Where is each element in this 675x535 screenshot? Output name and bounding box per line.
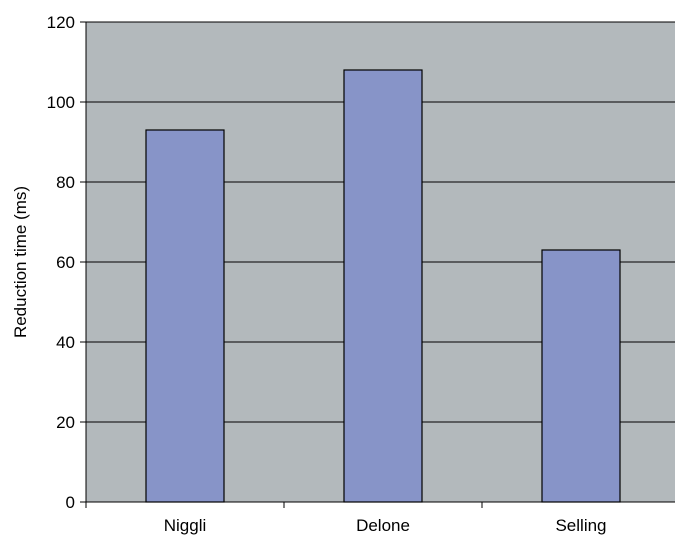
x-tick-label-niggli: Niggli (164, 516, 207, 535)
y-tick-label-100: 100 (47, 93, 75, 112)
x-tick-labels: Niggli Delone Selling (85, 502, 607, 535)
bar-selling (541, 249, 621, 503)
y-axis-title: Reduction time (ms) (11, 186, 30, 338)
y-tick-labels: 0 20 40 60 80 100 120 (47, 13, 86, 512)
y-tick-label-120: 120 (47, 13, 75, 32)
bar-niggli (145, 129, 225, 503)
y-tick-label-40: 40 (56, 333, 75, 352)
y-tick-label-20: 20 (56, 413, 75, 432)
x-tick-label-delone: Delone (356, 516, 410, 535)
y-tick-label-80: 80 (56, 173, 75, 192)
y-tick-label-60: 60 (56, 253, 75, 272)
bars (145, 69, 621, 503)
bar-delone (343, 69, 423, 503)
y-tick-label-0: 0 (66, 493, 75, 512)
x-tick-label-selling: Selling (555, 516, 606, 535)
